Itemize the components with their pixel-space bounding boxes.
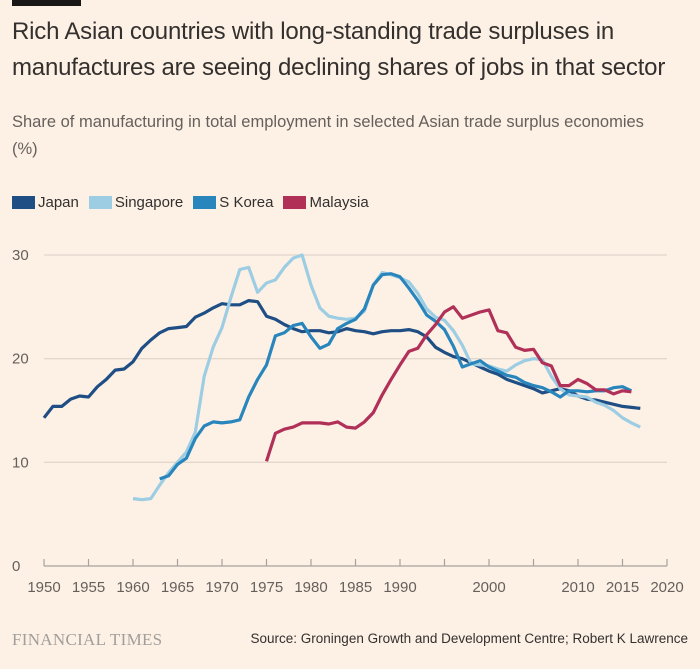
legend-label: Singapore xyxy=(114,194,184,211)
brand-bar xyxy=(12,0,81,6)
x-axis-labels: 1950 1955 1960 1965 1970 1975 1980 1985 1990 2000… xyxy=(27,579,683,596)
legend-item-malaysia: Malaysia xyxy=(283,194,369,211)
x-tick-label: 2010 xyxy=(561,579,594,596)
x-axis xyxy=(43,559,668,567)
y-tick-label: 0 xyxy=(12,558,20,575)
series-line-singapore xyxy=(132,253,641,502)
x-tick-label: 1990 xyxy=(383,579,416,596)
chart-title: Rich Asian countries with long-standing … xyxy=(12,18,666,81)
y-axis-labels: 0 10 20 30 xyxy=(12,247,29,575)
ft-logo: FINANCIAL TIMES xyxy=(12,630,163,649)
legend-item-singapore: Singapore xyxy=(88,194,184,211)
legend-swatch xyxy=(283,196,307,209)
legend-swatch xyxy=(12,196,35,209)
legend-label: S Korea xyxy=(219,194,274,211)
x-tick-label: 1950 xyxy=(27,579,60,596)
source-note: Source: Groningen Growth and Development… xyxy=(250,631,688,646)
legend-label: Malaysia xyxy=(309,194,369,211)
x-tick-label: 1980 xyxy=(294,579,327,596)
y-tick-label: 20 xyxy=(12,351,29,368)
series-lines xyxy=(42,253,641,502)
legend-swatch xyxy=(193,196,217,209)
x-tick-label: 2015 xyxy=(606,579,639,596)
x-tick-label: 1965 xyxy=(161,579,194,596)
series-line-s-korea xyxy=(159,272,633,481)
chart-subtitle: Share of manufacturing in total employme… xyxy=(12,113,644,158)
x-tick-label: 2000 xyxy=(472,579,505,596)
series-line-malaysia xyxy=(264,305,632,462)
line-chart: 0 10 20 30 1950 1955 1960 1965 1970 1975 1980 1985… xyxy=(12,247,684,596)
x-tick-label: 1985 xyxy=(339,579,372,596)
y-tick-label: 10 xyxy=(12,454,29,471)
x-tick-label: 1955 xyxy=(72,579,105,596)
legend-label: Japan xyxy=(38,194,79,211)
legend-item-s-korea: S Korea xyxy=(193,194,273,211)
gridlines xyxy=(44,254,667,463)
legend: Japan Singapore S Korea Malaysia xyxy=(12,194,369,211)
legend-swatch xyxy=(88,196,112,209)
y-tick-label: 30 xyxy=(12,247,29,264)
x-tick-label: 1975 xyxy=(250,579,283,596)
series-line-japan xyxy=(42,298,641,419)
x-tick-label: 1970 xyxy=(205,579,238,596)
x-tick-label: 2020 xyxy=(650,579,683,596)
x-tick-label: 1960 xyxy=(116,579,149,596)
legend-item-japan: Japan xyxy=(12,194,79,211)
